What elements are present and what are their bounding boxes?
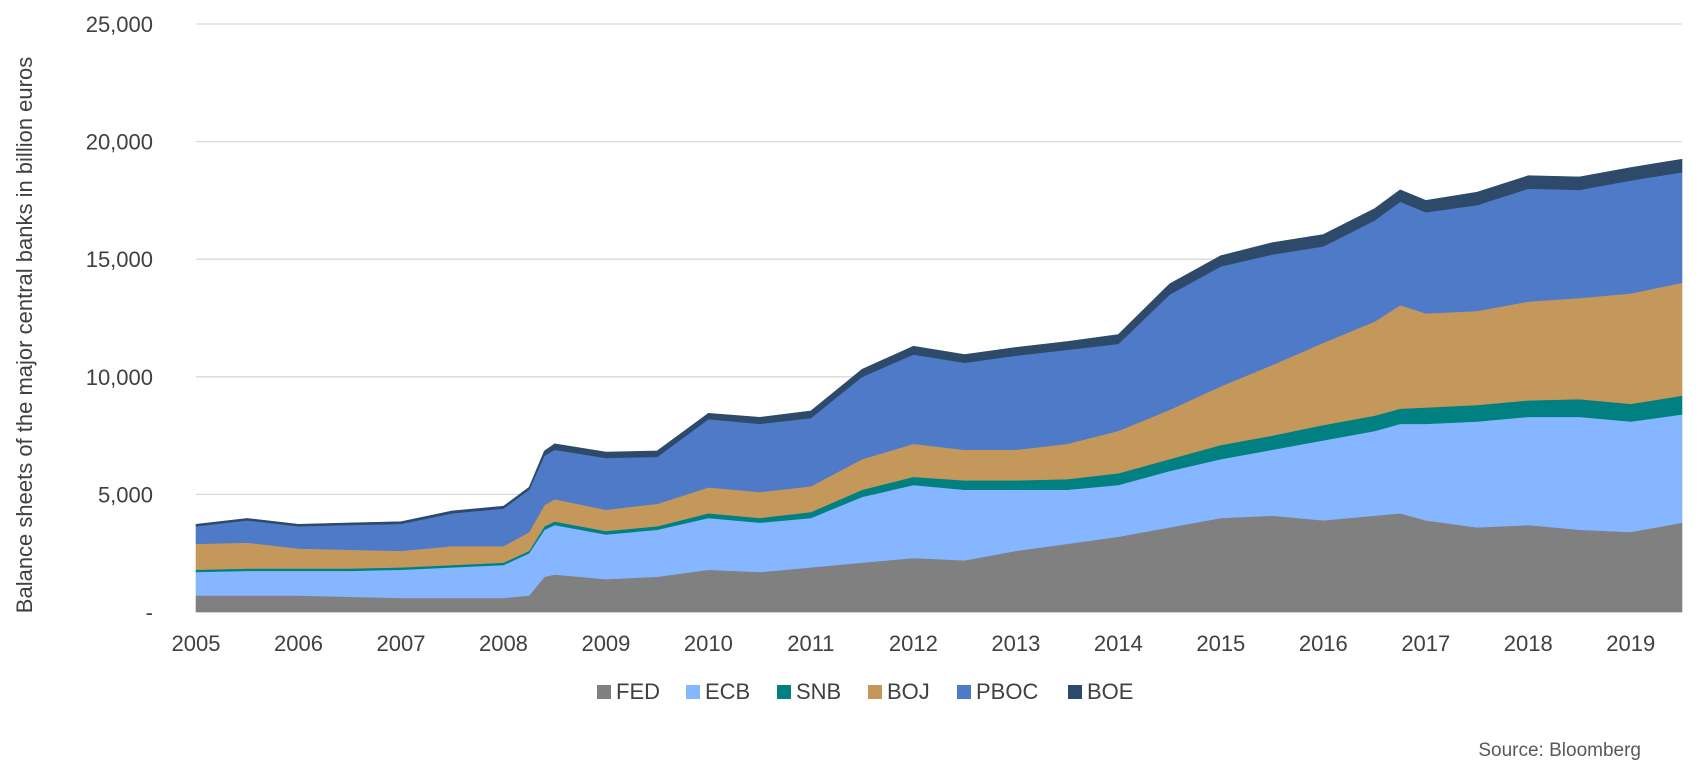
legend-swatch-boe <box>1068 685 1082 699</box>
legend-label-snb: SNB <box>796 679 841 704</box>
legend-label-ecb: ECB <box>705 679 750 704</box>
x-tick-label: 2014 <box>1094 631 1143 656</box>
legend-swatch-snb <box>777 685 791 699</box>
y-axis-label: Balance sheets of the major central bank… <box>12 57 37 613</box>
legend-swatch-pboc <box>957 685 971 699</box>
y-tick-label: 10,000 <box>86 365 153 390</box>
legend-label-boe: BOE <box>1087 679 1133 704</box>
y-tick-label: - <box>146 600 153 625</box>
x-tick-label: 2015 <box>1196 631 1245 656</box>
legend-label-pboc: PBOC <box>976 679 1038 704</box>
y-axis-ticks: - 5,000 10,000 15,000 20,000 25,000 <box>86 12 153 625</box>
area-boe <box>195 158 1683 527</box>
y-tick-label: 15,000 <box>86 247 153 272</box>
legend-swatch-boj <box>868 685 882 699</box>
legend: FED ECB SNB BOJ PBOC BOE <box>597 679 1133 704</box>
legend-label-fed: FED <box>616 679 660 704</box>
legend-swatch-ecb <box>686 685 700 699</box>
y-tick-label: 20,000 <box>86 130 153 155</box>
x-tick-label: 2006 <box>274 631 323 656</box>
x-tick-label: 2019 <box>1606 631 1655 656</box>
x-tick-label: 2005 <box>172 631 221 656</box>
x-tick-label: 2011 <box>787 631 834 656</box>
x-tick-label: 2012 <box>889 631 938 656</box>
series-areas <box>195 158 1683 613</box>
x-tick-label: 2017 <box>1401 631 1450 656</box>
y-tick-label: 5,000 <box>98 482 153 507</box>
x-axis-ticks: 2005 2006 2007 2008 2009 2010 2011 2012 2013 2014… <box>172 631 1656 656</box>
source-note: Source: Bloomberg <box>1478 740 1641 761</box>
x-tick-label: 2009 <box>581 631 630 656</box>
x-tick-label: 2008 <box>479 631 528 656</box>
x-tick-label: 2016 <box>1299 631 1348 656</box>
legend-label-boj: BOJ <box>887 679 930 704</box>
x-tick-label: 2018 <box>1504 631 1553 656</box>
x-tick-label: 2013 <box>991 631 1040 656</box>
x-tick-label: 2010 <box>684 631 733 656</box>
y-tick-label: 25,000 <box>86 12 153 37</box>
legend-swatch-fed <box>597 685 611 699</box>
x-tick-label: 2007 <box>376 631 425 656</box>
